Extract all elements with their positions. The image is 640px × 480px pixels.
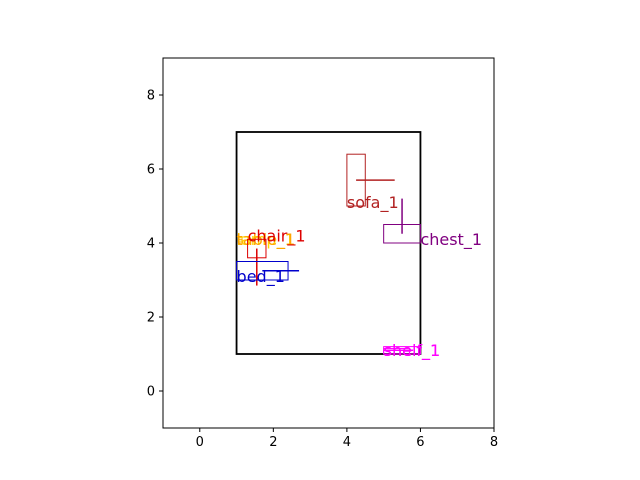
x-tick-label: 8 [490, 435, 498, 450]
object-label: bed_1 [237, 267, 285, 287]
object-label: chest_1 [420, 230, 482, 250]
object-sofa_1: sofa_1 [346, 153, 399, 213]
x-tick-label: 2 [269, 435, 277, 450]
y-tick-label: 4 [147, 237, 155, 252]
object-label: chair_1 [248, 226, 306, 246]
y-tick-label: 8 [147, 89, 155, 104]
object-box [383, 347, 410, 355]
object-bed_1: bed_1 [236, 261, 300, 287]
object-label: shelf_1 [384, 341, 441, 361]
object-chair_1: chair_1 [247, 226, 306, 286]
axis-ticks: 0 2 4 6 8 0 2 4 6 8 [147, 89, 498, 451]
y-tick-label: 2 [147, 311, 155, 326]
x-tick-label: 4 [343, 435, 351, 450]
object-label: sofa_1 [347, 193, 399, 213]
objects-layer: sofa_1chest_1lamp_1table_1chair_1bed_1sh… [236, 153, 482, 361]
object-label: shelf_1 [384, 341, 441, 361]
y-tick-label: 0 [147, 385, 155, 400]
object-box [237, 238, 243, 244]
object-chest_1: chest_1 [383, 198, 482, 250]
x-tick-label: 0 [196, 435, 204, 450]
x-tick-label: 6 [416, 435, 424, 450]
y-tick-label: 6 [147, 163, 155, 178]
object-shelf_1: shelf_1 [383, 341, 441, 361]
